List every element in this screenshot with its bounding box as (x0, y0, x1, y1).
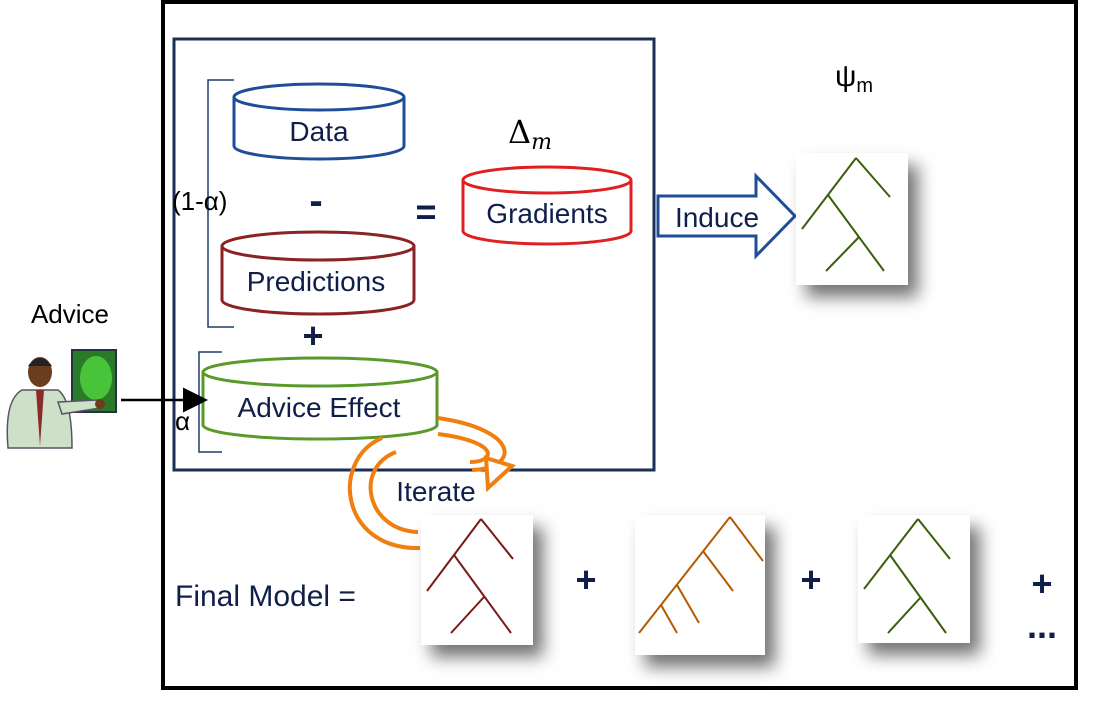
tree-tile-final-1 (421, 515, 533, 645)
plus-sign-final-1: + (575, 559, 596, 600)
tree-icon-brown (426, 518, 514, 634)
svg-text:Iterate: Iterate (396, 476, 475, 507)
data-cylinder: Data (232, 82, 406, 161)
ellipsis: ... (1027, 605, 1057, 646)
equals-sign: = (415, 191, 436, 232)
advice-label: Advice (31, 299, 109, 329)
svg-text:Induce: Induce (675, 202, 759, 233)
gradients-cylinder: Gradients (461, 165, 633, 246)
svg-text:Gradients: Gradients (486, 198, 607, 229)
alpha-label: α (175, 406, 190, 436)
svg-text:Predictions: Predictions (247, 266, 386, 297)
predictions-cylinder: Predictions (220, 230, 416, 316)
svg-text:Data: Data (289, 116, 349, 147)
tree-icon-green-2 (863, 518, 951, 634)
gradient-box (172, 37, 656, 472)
delta-label: Δm (508, 113, 552, 155)
tree-tile-induced (796, 153, 908, 285)
psi-label: ψm (835, 60, 873, 97)
one-minus-alpha-label: (1-α) (172, 186, 227, 216)
tree-icon-orange (638, 516, 764, 634)
iterate-arrow: Iterate (348, 416, 516, 551)
svg-text:Advice Effect: Advice Effect (238, 392, 401, 423)
tree-tile-final-2 (635, 515, 765, 655)
induce-arrow: Induce (656, 172, 798, 260)
minus-sign: - (309, 179, 322, 223)
final-model-label: Final Model = (175, 580, 356, 613)
plus-sign: + (302, 315, 323, 356)
advice-effect-cylinder: Advice Effect (201, 356, 439, 441)
tree-tile-final-3 (858, 515, 970, 643)
presenter-icon (6, 349, 117, 449)
outer-frame (161, 0, 1078, 690)
plus-sign-final-2: + (800, 559, 821, 600)
plus-sign-final-3: + (1031, 563, 1052, 604)
tree-icon-green (801, 157, 891, 272)
bracket-upper (207, 79, 234, 328)
